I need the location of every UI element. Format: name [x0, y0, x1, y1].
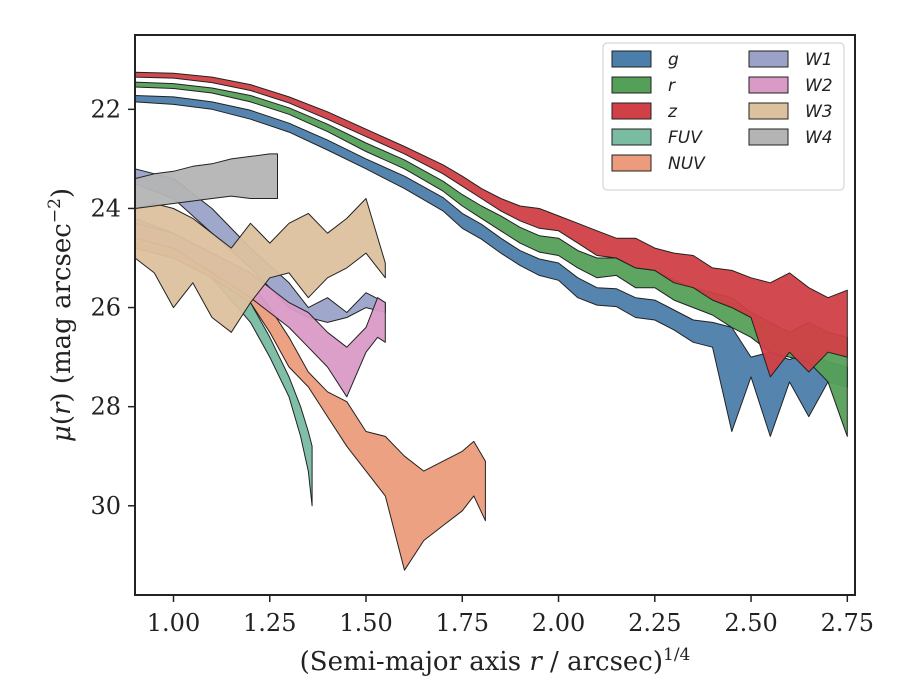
y-tick-label: 30: [90, 492, 121, 520]
y-tick-label: 24: [90, 194, 121, 222]
legend-swatch-w4: [748, 128, 789, 146]
legend-swatch-w2: [748, 76, 789, 94]
y-axis-ticks: 22 24 26 28 30: [90, 95, 135, 520]
legend-entries: grz FUV NUV W1 W2 W3 W4: [611, 50, 833, 174]
legend: grz FUV NUV W1 W2 W3 W4: [602, 42, 845, 191]
x-tick-label: 1.00: [147, 609, 200, 637]
x-tick-label: 1.25: [243, 609, 296, 637]
legend-swatch-w1: [748, 50, 789, 68]
x-tick-label: 2.75: [821, 609, 874, 637]
legend-label-w1: W1: [805, 50, 833, 70]
x-tick-label: 2.25: [628, 609, 681, 637]
legend-swatch-nuv: [611, 154, 652, 172]
y-axis-label: μ(r) (mag arcsec−2): [45, 188, 77, 442]
series-band-w3: [135, 198, 386, 333]
series-band-r: [135, 81, 848, 437]
legend-swatch-w3: [748, 102, 789, 120]
legend-label-w3: W3: [805, 102, 833, 122]
legend-label-fuv: FUV: [668, 128, 703, 148]
legend-swatch-z: [611, 102, 652, 120]
y-tick-label: 26: [90, 294, 121, 322]
series-layer: [135, 71, 848, 571]
legend-swatch-g: [611, 50, 652, 68]
x-tick-label: 1.50: [339, 609, 392, 637]
legend-label-nuv: NUV: [668, 154, 706, 174]
legend-label-z: z: [667, 102, 678, 122]
legend-label-w4: W4: [805, 128, 833, 148]
legend-label-r: r: [668, 76, 676, 96]
x-tick-label: 2.00: [532, 609, 585, 637]
series-band-z: [135, 71, 848, 378]
x-tick-label: 1.75: [436, 609, 489, 637]
legend-label-w2: W2: [805, 76, 833, 96]
plot-frame: [134, 34, 856, 596]
x-tick-label: 2.50: [724, 609, 777, 637]
series-band-w4: [135, 153, 278, 209]
x-axis-ticks: 1.00 1.25 1.50 1.75 2.00 2.25 2.50 2.75: [147, 595, 874, 637]
legend-swatch-r: [611, 76, 652, 94]
legend-label-g: g: [668, 50, 679, 70]
y-tick-label: 22: [90, 95, 121, 123]
series-band-nuv: [135, 232, 486, 571]
legend-swatch-fuv: [611, 128, 652, 146]
x-axis-label: (Semi-major axis r / arcsec)1/4: [300, 645, 691, 677]
y-tick-label: 28: [90, 393, 121, 421]
